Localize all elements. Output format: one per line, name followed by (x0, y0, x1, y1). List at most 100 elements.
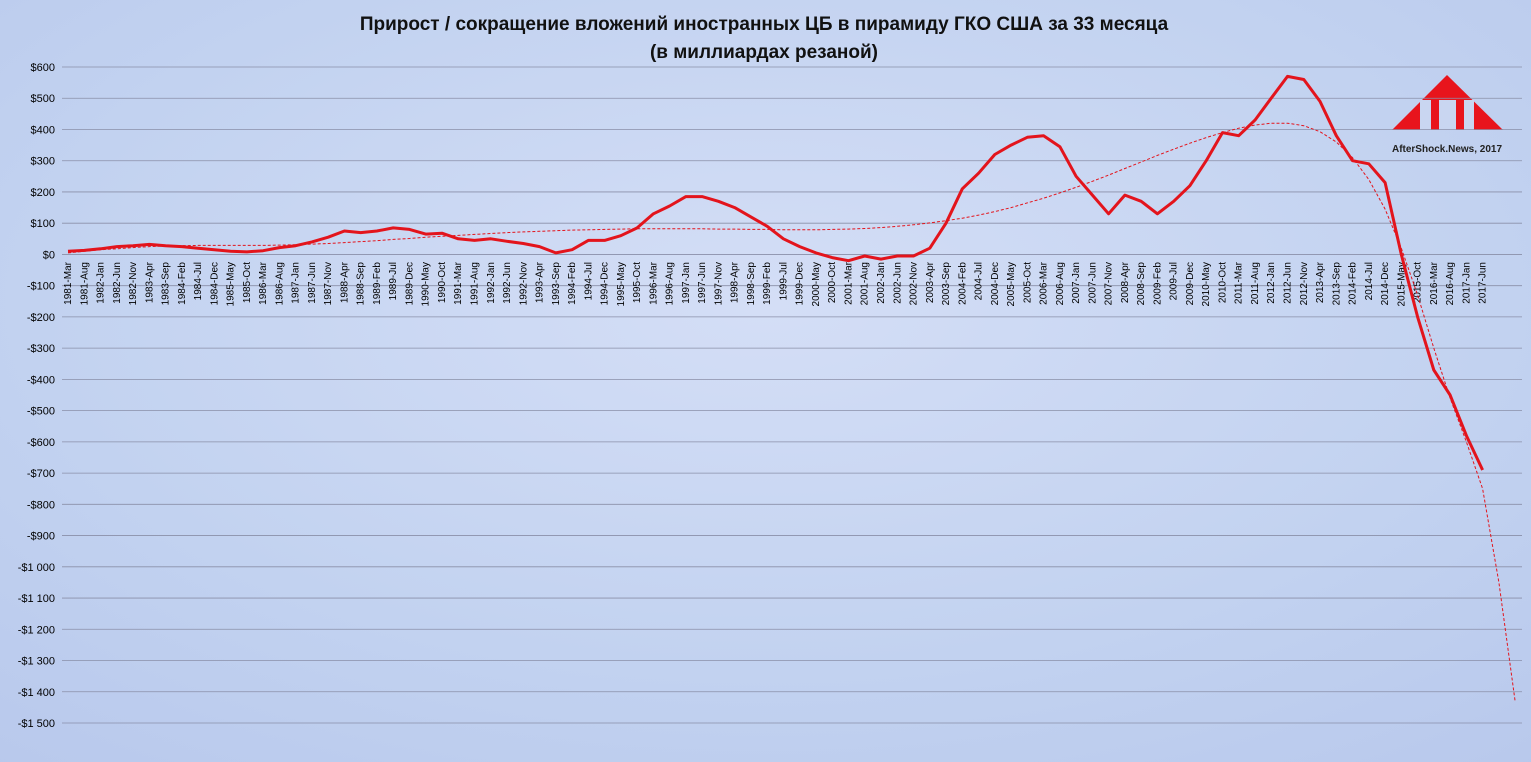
x-tick-label: 2002-Jun (892, 262, 903, 304)
x-tick-label: 1998-Sep (746, 262, 757, 306)
x-tick-label: 2014-Dec (1380, 262, 1391, 305)
x-tick-label: 2000-May (811, 262, 822, 306)
logo: AfterShock.News, 2017 (1392, 75, 1503, 155)
x-tick-label: 1981-Aug (79, 262, 90, 305)
x-tick-label: 1982-Jan (96, 262, 107, 304)
logo-cut (1420, 100, 1474, 130)
x-tick-label: 1984-Feb (177, 262, 188, 305)
y-tick-label: -$400 (27, 374, 55, 386)
y-tick-label: $0 (43, 249, 55, 261)
x-tick-label: 2011-Mar (1234, 261, 1245, 304)
x-tick-label: 2017-Jun (1478, 262, 1489, 304)
x-tick-label: 2002-Jan (876, 262, 887, 304)
x-tick-label: 1993-Apr (535, 261, 546, 303)
y-tick-label: $600 (31, 62, 55, 74)
x-tick-label: 1995-May (616, 262, 627, 306)
x-tick-label: 1989-Jul (388, 262, 399, 300)
x-tick-label: 1990-May (421, 262, 432, 306)
x-tick-label: 2012-Jan (1266, 262, 1277, 304)
x-tick-label: 1999-Feb (762, 262, 773, 305)
x-tick-label: 1985-May (226, 262, 237, 306)
x-tick-label: 2010-May (1201, 262, 1212, 306)
x-tick-label: 2003-Sep (941, 262, 952, 306)
x-tick-label: 1997-Nov (713, 262, 724, 305)
x-tick-label: 1992-Nov (518, 262, 529, 305)
x-tick-label: 2008-Sep (1136, 262, 1147, 306)
x-tick-label: 2001-Mar (843, 261, 854, 304)
x-tick-label: 2001-Aug (860, 262, 871, 305)
logo-leg (1431, 100, 1439, 130)
x-tick-label: 1991-Mar (453, 261, 464, 304)
x-tick-label: 2013-Apr (1315, 261, 1326, 303)
x-tick-label: 1999-Jul (778, 262, 789, 300)
x-tick-label: 1989-Dec (404, 262, 415, 305)
x-tick-label: 2005-Oct (1022, 262, 1033, 303)
x-tick-label: 2007-Jun (1087, 262, 1098, 304)
watermark: AfterShock.News, 2017 (1392, 144, 1502, 155)
y-tick-label: -$700 (27, 468, 55, 480)
x-tick-label: 2003-Apr (925, 261, 936, 303)
x-tick-label: 1992-Jan (486, 262, 497, 304)
x-tick-label: 1983-Sep (161, 262, 172, 306)
x-tick-label: 1991-Aug (470, 262, 481, 305)
x-tick-label: 1989-Feb (372, 262, 383, 305)
y-tick-label: -$1 400 (18, 687, 55, 699)
x-tick-label: 1983-Apr (144, 261, 155, 303)
x-tick-label: 1981-Mar (63, 261, 74, 304)
x-tick-label: 2008-Apr (1120, 261, 1131, 303)
x-tick-label: 2015-May (1396, 262, 1407, 306)
y-tick-label: -$1 500 (18, 718, 55, 730)
y-tick-label: -$100 (27, 281, 55, 293)
x-tick-label: 2012-Nov (1299, 262, 1310, 305)
logo-leg (1456, 100, 1464, 130)
y-tick-label: -$800 (27, 499, 55, 511)
x-tick-label: 1988-Apr (339, 261, 350, 303)
y-tick-label: -$1 100 (18, 593, 55, 605)
x-tick-label: 2013-Sep (1331, 262, 1342, 306)
x-tick-label: 1994-Feb (567, 262, 578, 305)
x-tick-label: 2017-Jan (1461, 262, 1472, 304)
y-tick-label: -$1 300 (18, 656, 55, 668)
x-tick-label: 2011-Aug (1250, 262, 1261, 305)
y-tick-label: $300 (31, 156, 55, 168)
x-tick-label: 1986-Mar (258, 261, 269, 304)
x-tick-label: 2012-Jun (1283, 262, 1294, 304)
x-tick-label: 1996-Mar (648, 261, 659, 304)
x-tick-label: 1990-Oct (437, 262, 448, 303)
chart-subtitle: (в миллиардах резаной) (650, 42, 878, 63)
x-tick-label: 1982-Jun (112, 262, 123, 304)
x-tick-label: 2006-Mar (1039, 261, 1050, 304)
x-tick-label: 2004-Jul (974, 262, 985, 300)
y-tick-label: $200 (31, 187, 55, 199)
y-tick-label: -$500 (27, 406, 55, 418)
x-tick-label: 2010-Oct (1217, 262, 1228, 303)
x-tick-label: 1997-Jan (681, 262, 692, 304)
x-tick-label: 1984-Jul (193, 262, 204, 300)
x-tick-label: 1992-Jun (502, 262, 513, 304)
x-tick-label: 1996-Aug (665, 262, 676, 305)
x-tick-label: 2004-Dec (990, 262, 1001, 305)
x-tick-label: 1997-Jun (697, 262, 708, 304)
x-tick-label: 2002-Nov (909, 262, 920, 305)
x-tick-label: 2007-Nov (1104, 262, 1115, 305)
y-tick-label: -$600 (27, 437, 55, 449)
x-tick-label: 2006-Aug (1055, 262, 1066, 305)
x-tick-label: 2004-Feb (957, 262, 968, 305)
x-tick-label: 2009-Feb (1152, 262, 1163, 305)
y-tick-label: -$200 (27, 312, 55, 324)
y-tick-label: -$1 200 (18, 624, 55, 636)
x-tick-label: 1987-Jun (307, 262, 318, 304)
y-tick-label: $100 (31, 218, 55, 230)
x-tick-label: 2014-Feb (1348, 262, 1359, 305)
x-tick-label: 2000-Oct (827, 262, 838, 303)
x-tick-label: 1987-Jan (291, 262, 302, 304)
x-tick-label: 1984-Dec (209, 262, 220, 305)
x-tick-label: 1993-Sep (551, 262, 562, 306)
x-tick-label: 1994-Dec (600, 262, 611, 305)
y-tick-label: $400 (31, 124, 55, 136)
trend-line (67, 122, 1516, 702)
x-tick-label: 1994-Jul (583, 262, 594, 300)
x-tick-label: 2009-Dec (1185, 262, 1196, 305)
